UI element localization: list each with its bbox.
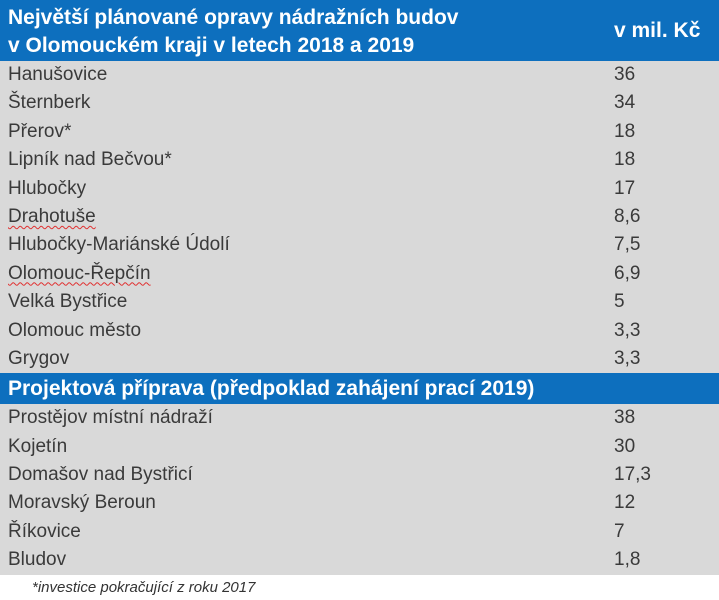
row-name: Šternberk <box>8 92 91 114</box>
title-line-1: Největší plánované opravy nádražních bud… <box>8 6 459 29</box>
table-row: Prostějov místní nádraží 38 <box>0 404 719 433</box>
row-value: 17 <box>614 177 636 199</box>
row-value: 6,9 <box>614 262 641 284</box>
row-value: 38 <box>614 407 636 429</box>
table-row: Hlubočky-Mariánské Údolí 7,5 <box>0 231 719 260</box>
row-name: Moravský Beroun <box>8 492 156 514</box>
row-value: 8,6 <box>614 205 641 227</box>
repairs-table: Největší plánované opravy nádražních bud… <box>0 0 719 575</box>
row-name: Kojetín <box>8 435 68 457</box>
row-name: Hlubočky-Mariánské Údolí <box>8 234 230 256</box>
table-row: Kojetín 30 <box>0 432 719 462</box>
row-value: 18 <box>614 120 636 142</box>
table-row: Hlubočky 17 <box>0 174 719 203</box>
table-row: Říkovice 7 <box>0 517 719 547</box>
row-value: 7 <box>614 520 625 542</box>
row-name: Prostějov místní nádraží <box>8 407 213 429</box>
row-name: Hlubočky <box>8 177 87 199</box>
table-row: Domašov nad Bystřicí 17,3 <box>0 461 719 490</box>
table-row: Olomouc-Řepčín 6,9 <box>0 259 719 289</box>
row-value: 17,3 <box>614 464 651 486</box>
table-row: Moravský Beroun 12 <box>0 489 719 518</box>
row-name: Olomouc město <box>8 319 142 341</box>
row-name: Drahotuše <box>8 205 96 227</box>
group2-rows: Prostějov místní nádraží 38 Kojetín 30 Dom… <box>0 404 719 575</box>
table-row: Šternberk 34 <box>0 89 719 118</box>
row-name: Říkovice <box>8 520 81 542</box>
row-value: 3,3 <box>614 319 641 341</box>
row-value: 1,8 <box>614 549 641 571</box>
row-value: 34 <box>614 92 636 114</box>
row-name: Přerov* <box>8 120 72 142</box>
row-name: Bludov <box>8 549 67 571</box>
group1-rows: Hanušovice 36 Šternberk 34 Přerov* 18 Lipní… <box>0 61 719 374</box>
table-row: Olomouc město 3,3 <box>0 316 719 345</box>
title-line-2: v Olomouckém kraji v letech 2018 a 2019 <box>8 34 415 57</box>
table-row: Hanušovice 36 <box>0 61 719 90</box>
section-title: Projektová příprava (předpoklad zahájení… <box>8 377 535 401</box>
table-title: Největší plánované opravy nádražních bud… <box>8 4 458 60</box>
row-name: Hanušovice <box>8 64 108 85</box>
row-name: Velká Bystřice <box>8 291 128 313</box>
row-value: 30 <box>614 435 636 457</box>
row-name: Domašov nad Bystřicí <box>8 464 193 486</box>
row-value: 5 <box>614 291 625 313</box>
table-row: Bludov 1,8 <box>0 546 719 575</box>
row-value: 12 <box>614 492 636 514</box>
table-row: Drahotuše 8,6 <box>0 202 719 232</box>
table-row: Lipník nad Bečvou* 18 <box>0 146 719 175</box>
row-value: 3,3 <box>614 347 641 369</box>
row-value: 36 <box>614 64 636 85</box>
table-row: Grygov 3,3 <box>0 344 719 374</box>
footnote: *investice pokračující z roku 2017 <box>32 579 256 596</box>
section-header: Projektová příprava (předpoklad zahájení… <box>0 373 719 405</box>
table-row: Velká Bystřice 5 <box>0 288 719 317</box>
row-value: 18 <box>614 149 636 171</box>
row-name: Olomouc-Řepčín <box>8 262 151 284</box>
row-name: Lipník nad Bečvou* <box>8 149 172 171</box>
unit-label: v mil. Kč <box>614 19 701 42</box>
row-value: 7,5 <box>614 234 641 256</box>
row-name: Grygov <box>8 347 70 369</box>
table-header: Největší plánované opravy nádražních bud… <box>0 0 719 61</box>
table-row: Přerov* 18 <box>0 117 719 147</box>
